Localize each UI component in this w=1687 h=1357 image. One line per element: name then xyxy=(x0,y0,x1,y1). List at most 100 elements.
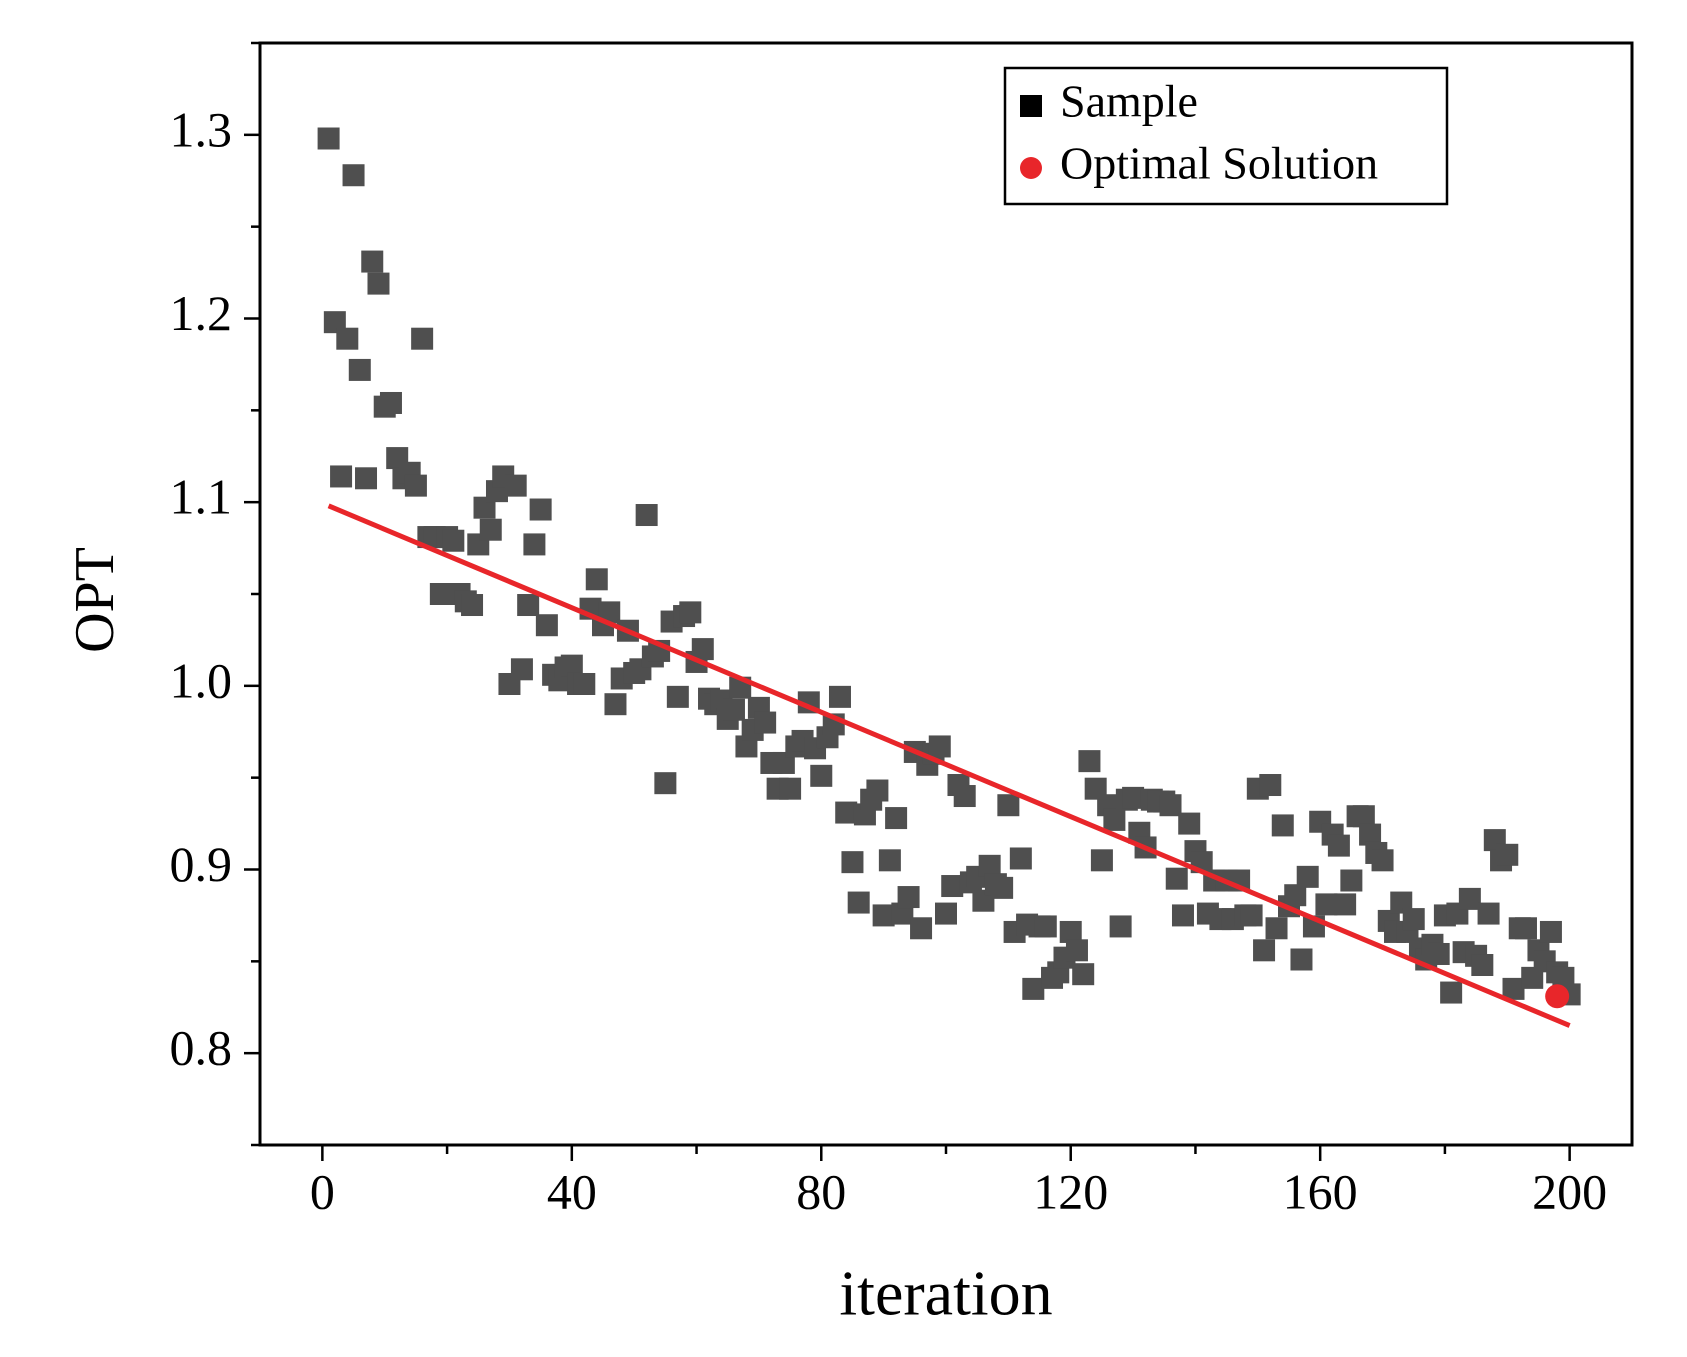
sample-point xyxy=(1440,981,1463,1004)
y-tick-label: 0.8 xyxy=(170,1020,233,1076)
legend-label: Optimal Solution xyxy=(1060,138,1378,189)
sample-point xyxy=(1458,887,1481,910)
sample-point xyxy=(1502,977,1525,1000)
sample-point xyxy=(404,474,427,497)
legend-marker xyxy=(1020,95,1042,117)
sample-point xyxy=(991,876,1014,899)
sample-point xyxy=(330,465,353,488)
sample-point xyxy=(1340,869,1363,892)
sample-point xyxy=(779,777,802,800)
sample-point xyxy=(897,886,920,909)
sample-point xyxy=(978,854,1001,877)
sample-point xyxy=(361,250,384,273)
y-tick-label: 0.9 xyxy=(170,836,233,892)
sample-point xyxy=(666,685,689,708)
sample-point xyxy=(1496,843,1519,866)
sample-point xyxy=(504,474,527,497)
sample-point xyxy=(1165,867,1188,890)
sample-point xyxy=(935,902,957,925)
sample-point xyxy=(1521,966,1544,989)
sample-point xyxy=(1390,891,1413,914)
sample-point xyxy=(1371,849,1394,872)
sample-point xyxy=(604,693,627,716)
sample-point xyxy=(1284,884,1307,907)
sample-point xyxy=(928,735,951,758)
legend-label: Sample xyxy=(1060,76,1198,127)
sample-point xyxy=(1359,823,1382,846)
y-tick-label: 1.3 xyxy=(170,101,233,157)
sample-point xyxy=(429,583,452,605)
sample-point xyxy=(573,672,596,695)
sample-point xyxy=(1253,939,1276,962)
sample-point xyxy=(1122,786,1145,809)
optimal-point xyxy=(1545,984,1570,1009)
y-axis-label: OPT xyxy=(64,547,126,653)
sample-point xyxy=(1514,917,1537,940)
x-tick-label: 80 xyxy=(796,1163,846,1219)
sample-point xyxy=(891,902,914,925)
sample-point xyxy=(1109,915,1132,938)
sample-point xyxy=(635,504,658,527)
sample-point xyxy=(1427,942,1450,965)
sample-point xyxy=(1327,834,1350,857)
x-tick-label: 0 xyxy=(310,1163,335,1219)
sample-point xyxy=(654,772,677,795)
sample-point xyxy=(1265,917,1288,940)
x-tick-label: 200 xyxy=(1532,1163,1607,1219)
sample-point xyxy=(560,654,583,677)
sample-point xyxy=(735,735,758,758)
y-tick-label: 1.2 xyxy=(170,285,233,341)
sample-point xyxy=(1072,963,1095,986)
sample-point xyxy=(598,601,621,624)
sample-point xyxy=(772,751,795,774)
sample-point xyxy=(953,785,976,808)
sample-point xyxy=(841,851,864,874)
sample-point xyxy=(1477,902,1500,925)
sample-point xyxy=(1034,915,1057,938)
sample-point xyxy=(1539,920,1562,943)
sample-point xyxy=(523,533,546,556)
x-tick-label: 120 xyxy=(1033,1163,1108,1219)
sample-point xyxy=(479,518,502,541)
plot-frame xyxy=(258,41,1634,1147)
x-axis-label: iteration xyxy=(839,1258,1052,1329)
sample-point xyxy=(473,496,496,519)
sample-point xyxy=(866,779,889,802)
sample-point xyxy=(847,891,870,914)
sample-point xyxy=(885,807,908,830)
sample-point xyxy=(1065,939,1088,962)
sample-point xyxy=(722,698,745,721)
sample-point xyxy=(1271,814,1294,837)
sample-point xyxy=(1290,948,1313,971)
sample-point xyxy=(1103,808,1126,831)
trend-line xyxy=(327,503,1571,1028)
sample-point xyxy=(1090,849,1113,872)
sample-point xyxy=(972,889,995,912)
sample-point xyxy=(679,601,702,624)
sample-point xyxy=(355,467,378,490)
sample-point xyxy=(461,594,484,617)
sample-point xyxy=(411,327,434,350)
sample-point xyxy=(342,164,365,187)
sample-point xyxy=(878,849,901,872)
x-tick-label: 40 xyxy=(547,1163,597,1219)
sample-point xyxy=(348,358,371,381)
sample-point xyxy=(1240,904,1263,927)
sample-point xyxy=(1159,794,1182,817)
sample-point xyxy=(910,917,933,940)
sample-point xyxy=(1078,750,1101,773)
sample-point xyxy=(336,327,359,350)
sample-point xyxy=(510,658,533,681)
sample-point xyxy=(1296,865,1319,888)
sample-point xyxy=(691,638,714,661)
sample-point xyxy=(1402,908,1425,931)
sample-point xyxy=(1171,904,1194,927)
sample-point xyxy=(442,529,465,552)
sample-point xyxy=(323,311,346,334)
sample-point xyxy=(810,764,833,787)
sample-point xyxy=(872,904,895,927)
sample-point xyxy=(367,272,390,295)
sample-point xyxy=(1315,893,1338,916)
sample-point xyxy=(529,498,552,521)
